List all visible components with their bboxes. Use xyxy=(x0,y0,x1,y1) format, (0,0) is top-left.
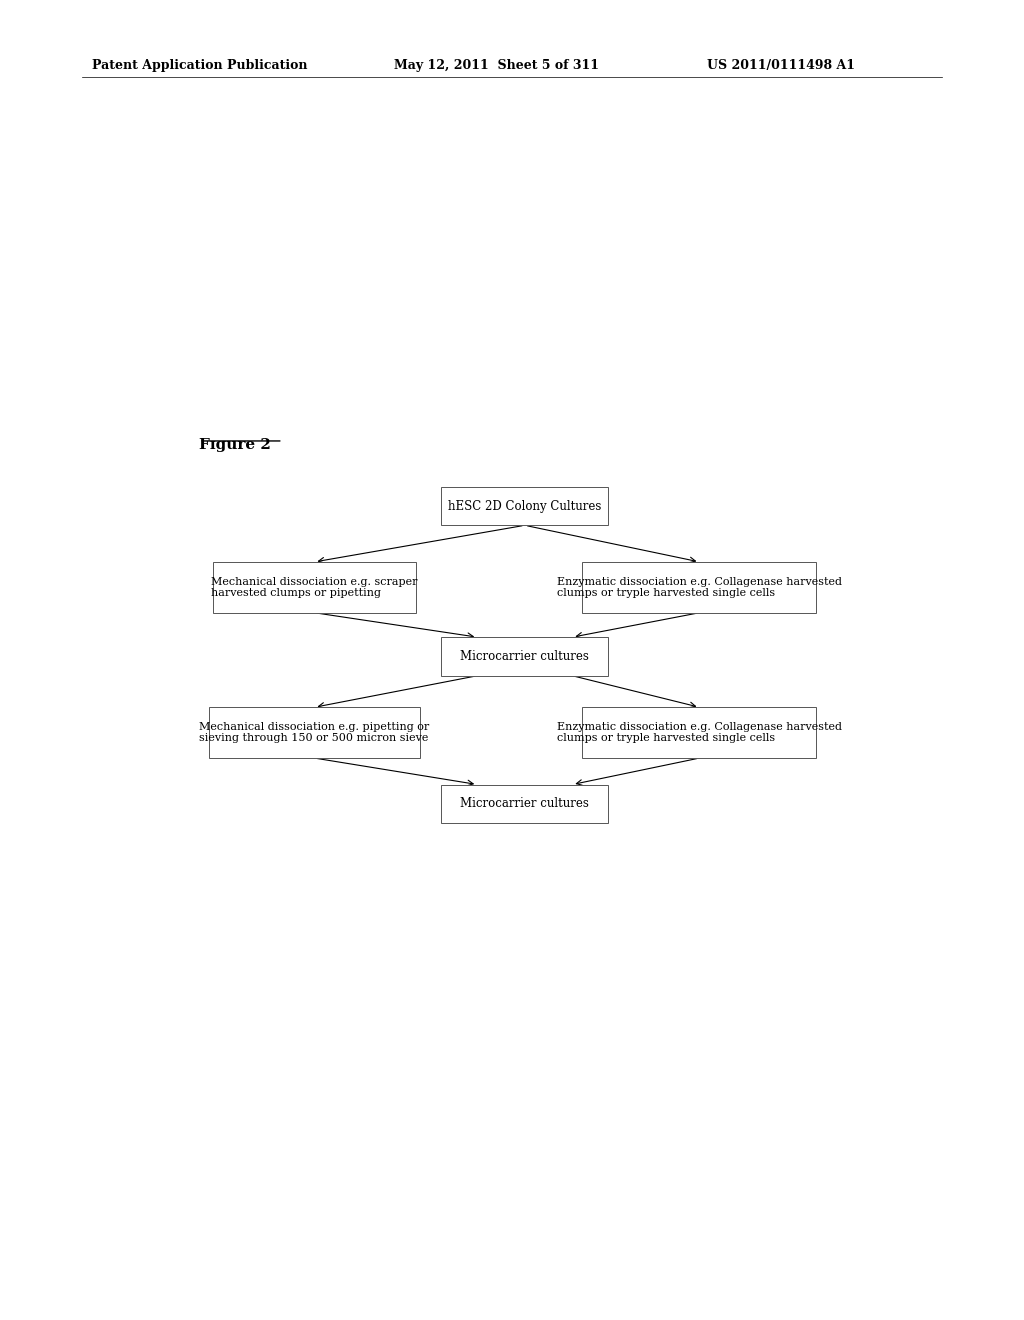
Text: Enzymatic dissociation e.g. Collagenase harvested
clumps or tryple harvested sin: Enzymatic dissociation e.g. Collagenase … xyxy=(557,577,842,598)
Text: US 2011/0111498 A1: US 2011/0111498 A1 xyxy=(707,59,855,73)
Text: Enzymatic dissociation e.g. Collagenase harvested
clumps or tryple harvested sin: Enzymatic dissociation e.g. Collagenase … xyxy=(557,722,842,743)
Text: Microcarrier cultures: Microcarrier cultures xyxy=(461,797,589,810)
Text: Patent Application Publication: Patent Application Publication xyxy=(92,59,307,73)
Text: Fɪgure 2: Fɪgure 2 xyxy=(200,438,271,451)
FancyBboxPatch shape xyxy=(441,784,608,824)
FancyBboxPatch shape xyxy=(583,708,816,758)
Text: May 12, 2011  Sheet 5 of 311: May 12, 2011 Sheet 5 of 311 xyxy=(394,59,599,73)
FancyBboxPatch shape xyxy=(583,562,816,612)
Text: hESC 2D Colony Cultures: hESC 2D Colony Cultures xyxy=(449,499,601,512)
FancyBboxPatch shape xyxy=(441,638,608,676)
Text: Microcarrier cultures: Microcarrier cultures xyxy=(461,649,589,663)
FancyBboxPatch shape xyxy=(441,487,608,525)
FancyBboxPatch shape xyxy=(209,708,420,758)
Text: Mechanical dissociation e.g. pipetting or
sieving through 150 or 500 micron siev: Mechanical dissociation e.g. pipetting o… xyxy=(200,722,430,743)
Text: Mechanical dissociation e.g. scraper
harvested clumps or pipetting: Mechanical dissociation e.g. scraper har… xyxy=(211,577,418,598)
FancyBboxPatch shape xyxy=(213,562,416,612)
